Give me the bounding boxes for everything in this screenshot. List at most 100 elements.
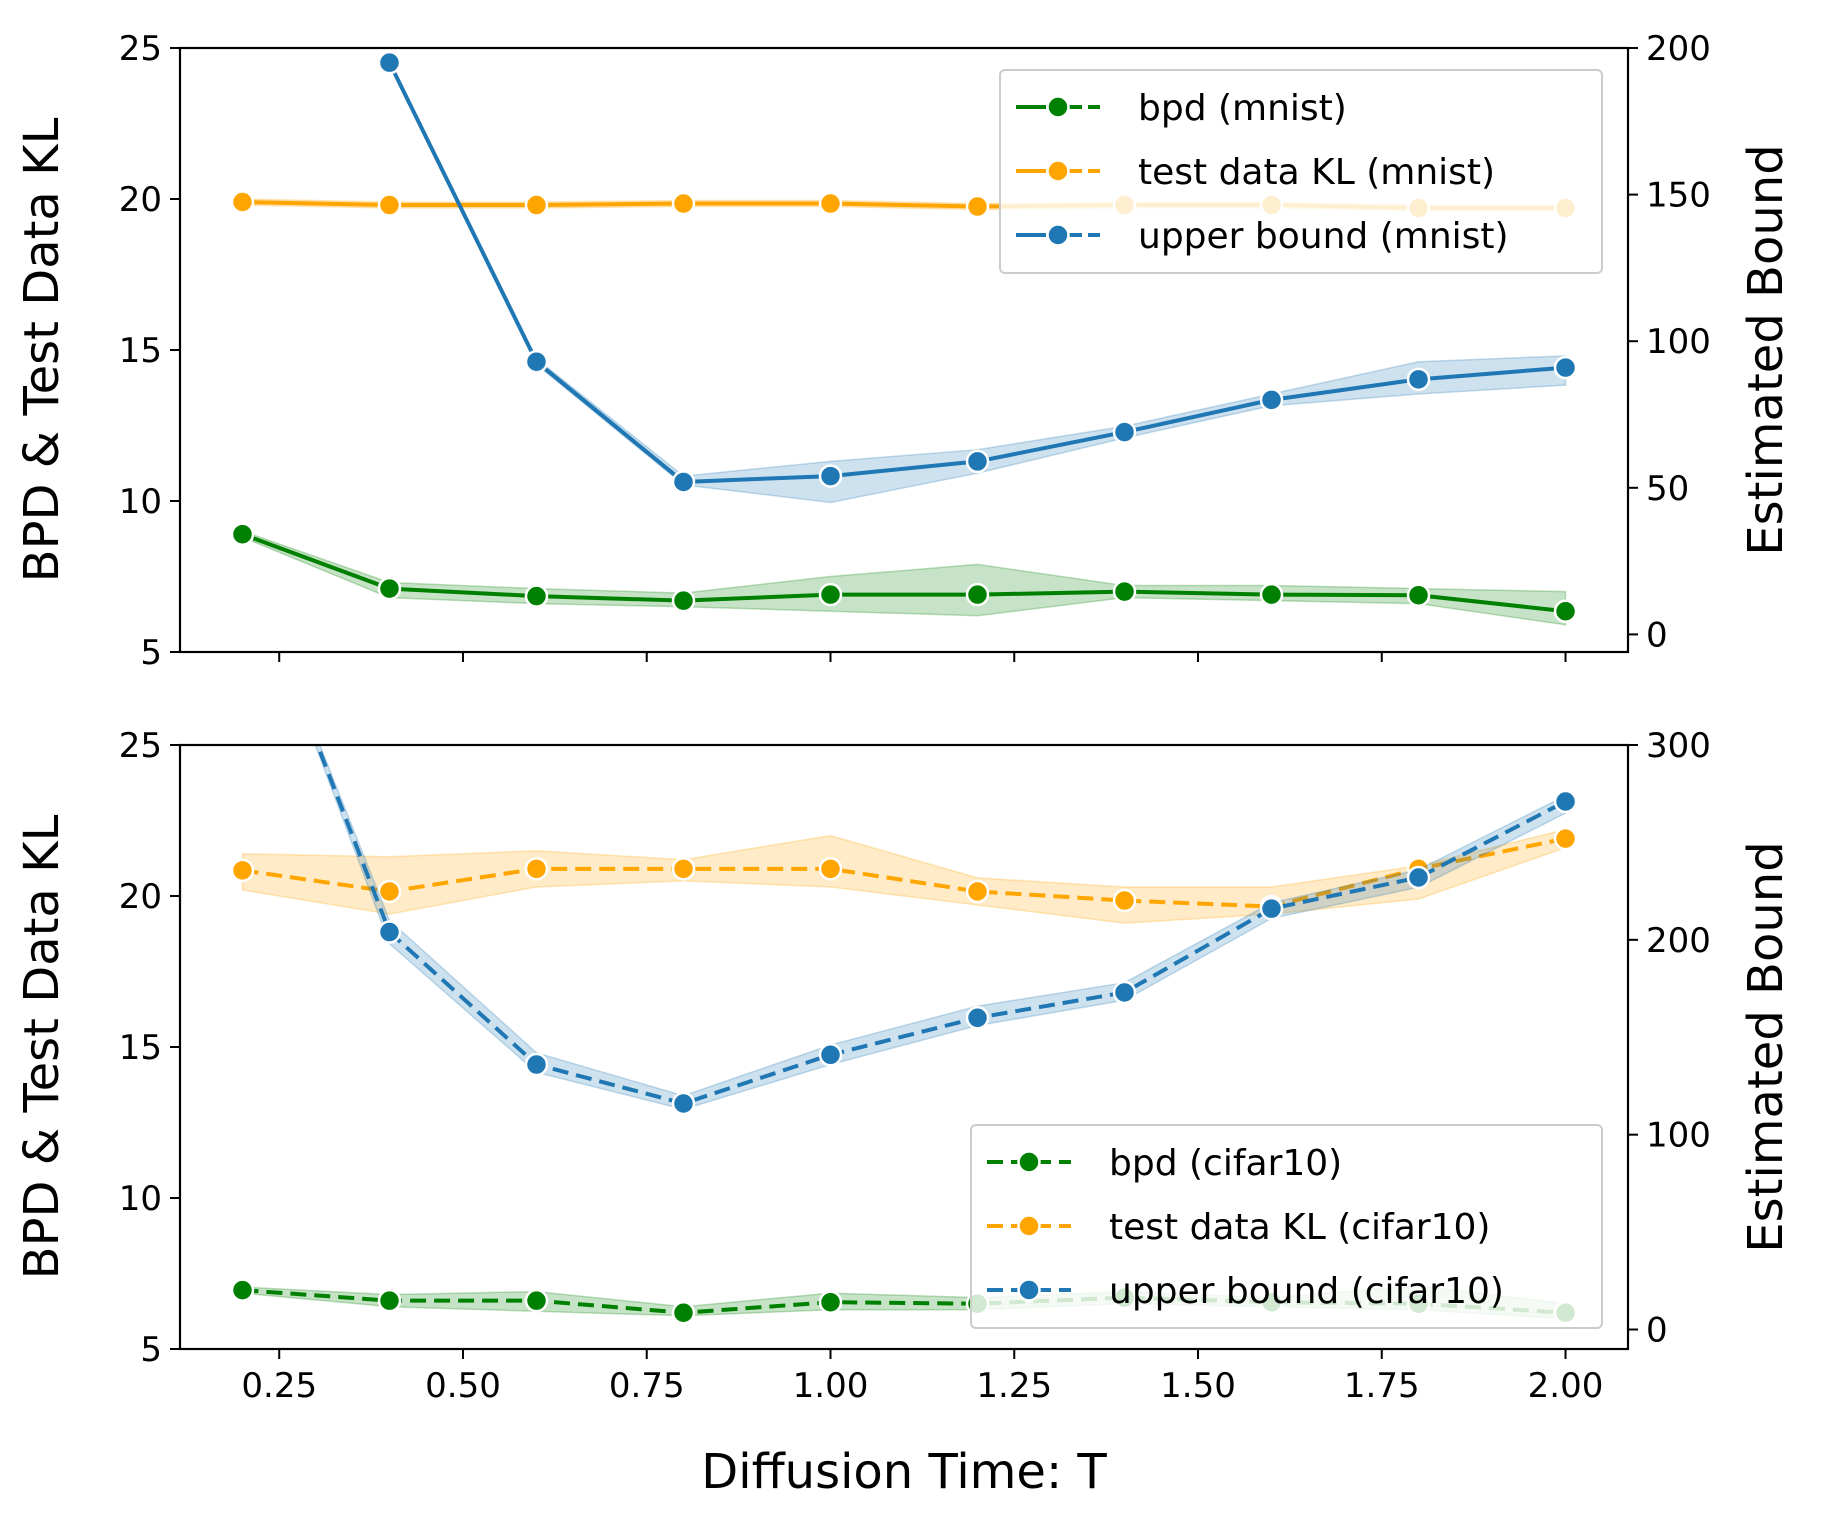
data-point bbox=[1112, 579, 1137, 604]
series-line bbox=[315, 745, 1567, 1106]
x-tick-label: 0.25 bbox=[241, 1366, 317, 1406]
y-right-tick-label: 50 bbox=[1646, 469, 1689, 509]
panel-mnist: 5 10 15 20 25 0 50 100 150 200 BPD & Test Data KL E… bbox=[14, 29, 1794, 673]
data-point bbox=[377, 193, 402, 217]
series-line bbox=[241, 532, 1566, 614]
y-right-tick-label: 0 bbox=[1646, 615, 1668, 655]
series-line bbox=[242, 836, 1566, 909]
data-point bbox=[524, 584, 549, 608]
legend-marker bbox=[1046, 159, 1070, 183]
data-point bbox=[1553, 826, 1578, 851]
data-point bbox=[377, 50, 402, 75]
x-tick-label: 0.50 bbox=[425, 1366, 501, 1406]
data-point bbox=[524, 1288, 549, 1313]
series-bpd-mnist- bbox=[230, 522, 1578, 626]
data-point bbox=[1553, 789, 1578, 814]
data-point bbox=[1259, 582, 1284, 607]
y-right-tick-label: 300 bbox=[1646, 726, 1711, 766]
legend: bpd (cifar10) test data KL (cifar10) upper… bbox=[970, 1124, 1603, 1329]
confidence-band bbox=[241, 530, 1567, 626]
legend-label: test data KL (cifar10) bbox=[1109, 1207, 1490, 1248]
y-right-axis-label: Estimated Bound bbox=[1738, 144, 1794, 555]
data-point bbox=[1259, 388, 1284, 412]
data-point bbox=[965, 1006, 990, 1030]
data-point bbox=[818, 191, 843, 216]
y-left-tick-label: 15 bbox=[119, 1028, 162, 1068]
confidence-band bbox=[314, 745, 1567, 1111]
legend-label: test data KL (mnist) bbox=[1138, 152, 1495, 193]
y-right-tick-label: 100 bbox=[1646, 1116, 1711, 1156]
data-point bbox=[230, 522, 255, 546]
legend-marker bbox=[1046, 223, 1070, 247]
data-point bbox=[818, 1290, 843, 1314]
legend-box bbox=[999, 69, 1603, 274]
data-point bbox=[377, 1288, 402, 1313]
y-left-tick-label: 20 bbox=[119, 180, 162, 220]
legend-label: upper bound (mnist) bbox=[1138, 216, 1509, 257]
data-point bbox=[965, 449, 990, 474]
data-point bbox=[1406, 583, 1431, 607]
legend-label: bpd (mnist) bbox=[1138, 88, 1347, 129]
data-point bbox=[818, 582, 843, 607]
legend-box bbox=[970, 1124, 1603, 1329]
panel-cifar10: 5 10 15 20 25 0 100 200 300 0.25 0.50 0.75 1.00 1.25 1… bbox=[14, 726, 1794, 1406]
data-point bbox=[671, 470, 696, 494]
confidence-band bbox=[241, 828, 1567, 924]
legend-marker bbox=[1017, 1150, 1041, 1174]
data-point bbox=[671, 191, 696, 216]
data-point bbox=[1406, 367, 1431, 392]
data-point bbox=[1112, 980, 1137, 1005]
data-point bbox=[671, 857, 696, 881]
series-test-data-kl-cifar10- bbox=[230, 826, 1578, 924]
y-right-tick-label: 0 bbox=[1646, 1311, 1668, 1351]
data-point bbox=[818, 1043, 843, 1067]
data-point bbox=[671, 588, 696, 613]
data-point bbox=[965, 879, 990, 904]
data-point bbox=[230, 1278, 255, 1302]
legend-label: bpd (cifar10) bbox=[1109, 1143, 1342, 1184]
data-point bbox=[1112, 420, 1137, 444]
data-point bbox=[1406, 865, 1431, 890]
data-point bbox=[1553, 355, 1578, 380]
x-tick-label: 0.75 bbox=[609, 1366, 685, 1406]
series-line bbox=[242, 1288, 1566, 1315]
data-point bbox=[1553, 599, 1578, 623]
data-point bbox=[965, 582, 990, 607]
x-tick-label: 1.75 bbox=[1344, 1366, 1420, 1406]
data-point bbox=[524, 193, 549, 217]
data-point bbox=[377, 576, 402, 601]
data-point bbox=[377, 879, 402, 904]
y-left-axis-label: BPD & Test Data KL bbox=[14, 117, 70, 582]
data-point bbox=[524, 1052, 549, 1077]
y-right-tick-label: 200 bbox=[1646, 921, 1711, 961]
y-left-tick-label: 5 bbox=[140, 1330, 162, 1370]
y-left-axis-label: BPD & Test Data KL bbox=[14, 814, 70, 1279]
y-left-tick-label: 25 bbox=[119, 726, 162, 766]
data-point bbox=[524, 857, 549, 881]
legend-marker bbox=[1046, 95, 1070, 119]
y-right-tick-label: 100 bbox=[1646, 322, 1711, 362]
x-tick-label: 1.25 bbox=[976, 1366, 1052, 1406]
legend-label: upper bound (cifar10) bbox=[1109, 1271, 1504, 1312]
y-right-tick-label: 150 bbox=[1646, 176, 1711, 216]
x-tick-label: 2.00 bbox=[1528, 1366, 1604, 1406]
y-right-axis-label: Estimated Bound bbox=[1738, 841, 1794, 1252]
series-upper-bound-cifar10- bbox=[314, 745, 1578, 1116]
data-point bbox=[377, 920, 402, 944]
y-left-tick-label: 25 bbox=[119, 29, 162, 69]
data-point bbox=[230, 858, 255, 883]
y-left-tick-label: 10 bbox=[119, 1179, 162, 1219]
x-tick-label: 1.50 bbox=[1160, 1366, 1236, 1406]
legend-marker bbox=[1017, 1278, 1041, 1302]
x-axis-label: Diffusion Time: T bbox=[701, 1444, 1107, 1500]
x-tick-label: 1.00 bbox=[793, 1366, 869, 1406]
data-point bbox=[230, 190, 255, 214]
data-point bbox=[818, 857, 843, 881]
legend: bpd (mnist) test data KL (mnist) upper bou… bbox=[999, 69, 1603, 274]
data-point bbox=[818, 464, 843, 488]
data-point bbox=[524, 349, 549, 374]
data-point bbox=[965, 194, 990, 219]
data-point bbox=[1112, 888, 1137, 913]
y-left-tick-label: 10 bbox=[119, 482, 162, 522]
